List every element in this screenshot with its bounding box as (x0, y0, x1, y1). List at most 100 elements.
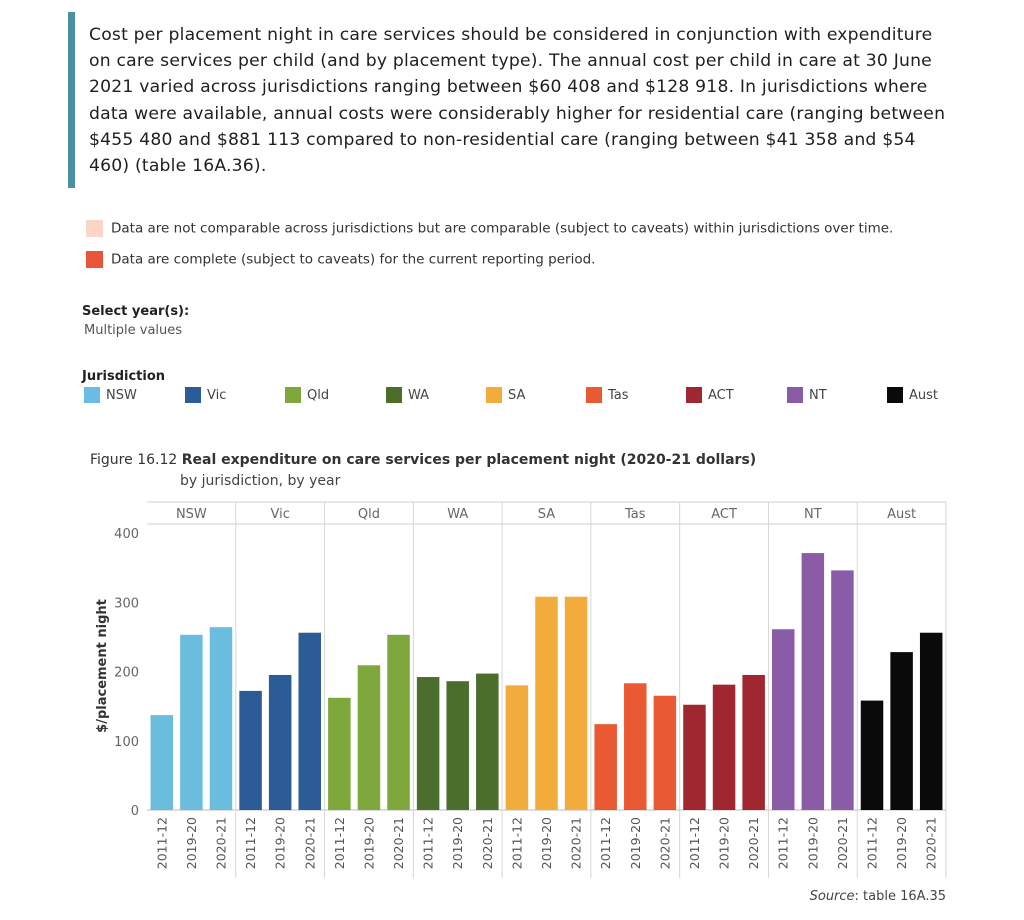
panel-header-qld: Qld (358, 507, 380, 522)
y-tick-label: 200 (114, 666, 139, 681)
legend-item-tas[interactable]: Tas (586, 386, 629, 403)
x-tick-label: 2020-21 (924, 817, 939, 869)
x-tick-label: 2011-12 (332, 817, 347, 869)
legend-swatch-sa (486, 386, 502, 403)
panel-header-vic: Vic (270, 507, 289, 522)
status-legend-item-not-comparable: Data are not comparable across jurisdict… (86, 220, 893, 237)
figure-title: Figure 16.12 Real expenditure on care se… (90, 452, 756, 468)
x-tick-label: 2020-21 (746, 817, 761, 869)
source-text: : table 16A.35 (854, 889, 946, 904)
x-tick-label: 2019-20 (805, 817, 820, 869)
bar-aust-2020-21 (919, 632, 943, 810)
legend-label-nsw: NSW (106, 388, 137, 403)
legend-item-qld[interactable]: Qld (285, 386, 330, 403)
legend-item-nsw[interactable]: NSW (84, 386, 137, 403)
legend-label-nt: NT (809, 388, 827, 403)
x-tick-label: 2019-20 (717, 817, 732, 869)
panel-header-act: ACT (711, 507, 737, 522)
legend-swatch-aust (887, 386, 903, 403)
x-tick-label: 2019-20 (450, 817, 465, 869)
x-tick-label: 2011-12 (776, 817, 791, 869)
legend-item-vic[interactable]: Vic (185, 386, 227, 403)
panel-header-tas: Tas (624, 507, 646, 522)
x-tick-label: 2011-12 (154, 817, 169, 869)
status-label-complete: Data are complete (subject to caveats) f… (111, 251, 596, 268)
legend-item-act[interactable]: ACT (686, 386, 734, 403)
jurisdiction-legend-label: Jurisdiction (82, 369, 166, 384)
x-tick-label: 2020-21 (835, 817, 850, 869)
intro-paragraph: Cost per placement night in care service… (68, 12, 958, 188)
x-tick-label: 2019-20 (361, 817, 376, 869)
panel-header-aust: Aust (887, 507, 916, 522)
bar-vic-2020-21 (298, 632, 322, 810)
year-filter-label: Select year(s): (82, 304, 190, 319)
legend-item-sa[interactable]: SA (486, 386, 526, 403)
intro-text: Cost per placement night in care service… (89, 25, 946, 177)
status-swatch-dark (86, 251, 103, 268)
legend-swatch-qld (285, 386, 301, 403)
legend-swatch-tas (586, 386, 602, 403)
figure-number: Figure 16.12 (90, 452, 178, 468)
bar-nsw-2019-20 (180, 634, 203, 810)
panel-header-nsw: NSW (176, 507, 207, 522)
legend-label-wa: WA (408, 388, 430, 403)
legend-label-vic: Vic (207, 388, 227, 403)
x-tick-label: 2020-21 (302, 817, 317, 869)
figure-subtitle: by jurisdiction, by year (180, 473, 341, 489)
x-tick-label: 2011-12 (865, 817, 880, 869)
bar-tas-2020-21 (653, 695, 677, 810)
x-tick-label: 2011-12 (421, 817, 436, 869)
legend-swatch-act (686, 386, 702, 403)
x-tick-label: 2019-20 (628, 817, 643, 869)
legend-item-wa[interactable]: WA (386, 386, 430, 403)
bar-nt-2020-21 (831, 570, 854, 810)
bar-qld-2011-12 (328, 697, 351, 810)
x-tick-label: 2011-12 (687, 817, 702, 869)
x-tick-label: 2020-21 (657, 817, 672, 869)
x-tick-label: 2020-21 (569, 817, 584, 869)
bar-act-2020-21 (742, 674, 765, 810)
x-tick-label: 2011-12 (509, 817, 524, 869)
bar-tas-2011-12 (594, 724, 617, 810)
bar-aust-2019-20 (890, 652, 913, 810)
bar-nt-2019-20 (801, 553, 825, 810)
y-tick-label: 0 (131, 804, 139, 819)
status-label-not-comparable: Data are not comparable across jurisdict… (111, 220, 894, 237)
bar-vic-2019-20 (268, 674, 292, 810)
legend-swatch-vic (185, 386, 201, 403)
y-tick-label: 400 (114, 527, 139, 542)
x-tick-label: 2011-12 (243, 817, 258, 869)
bar-act-2011-12 (683, 704, 706, 810)
legend-item-aust[interactable]: Aust (887, 386, 939, 403)
year-filter-dropdown[interactable]: Multiple values (84, 323, 183, 338)
bar-sa-2011-12 (505, 685, 529, 810)
source-note: Source: table 16A.35 (810, 889, 946, 904)
bar-wa-2020-21 (476, 673, 499, 810)
legend-label-qld: Qld (307, 388, 330, 403)
x-tick-label: 2020-21 (213, 817, 228, 869)
bar-qld-2019-20 (357, 665, 381, 810)
legend-label-tas: Tas (608, 388, 629, 403)
bar-nsw-2011-12 (150, 715, 174, 810)
x-tick-label: 2019-20 (273, 817, 288, 869)
x-tick-label: 2019-20 (539, 817, 554, 869)
x-tick-label: 2019-20 (894, 817, 909, 869)
x-tick-label: 2019-20 (184, 817, 199, 869)
bar-aust-2011-12 (860, 700, 884, 810)
bar-sa-2020-21 (564, 596, 588, 810)
bar-tas-2019-20 (624, 683, 647, 810)
bar-act-2019-20 (712, 684, 736, 810)
bar-qld-2020-21 (387, 634, 410, 810)
status-legend-item-complete: Data are complete (subject to caveats) f… (86, 251, 595, 268)
panel-header-nt: NT (804, 507, 822, 522)
legend-item-nt[interactable]: NT (787, 386, 827, 403)
bar-wa-2019-20 (446, 681, 469, 810)
x-tick-label: 2011-12 (598, 817, 613, 869)
jurisdiction-legend: NSW Vic Qld WA SA Tas ACT NT Aust (84, 386, 964, 408)
bar-nt-2011-12 (771, 629, 795, 810)
legend-label-sa: SA (508, 388, 526, 403)
legend-label-aust: Aust (909, 388, 939, 403)
bar-sa-2019-20 (535, 596, 558, 810)
y-tick-label: 300 (114, 596, 139, 611)
x-tick-label: 2020-21 (480, 817, 495, 869)
